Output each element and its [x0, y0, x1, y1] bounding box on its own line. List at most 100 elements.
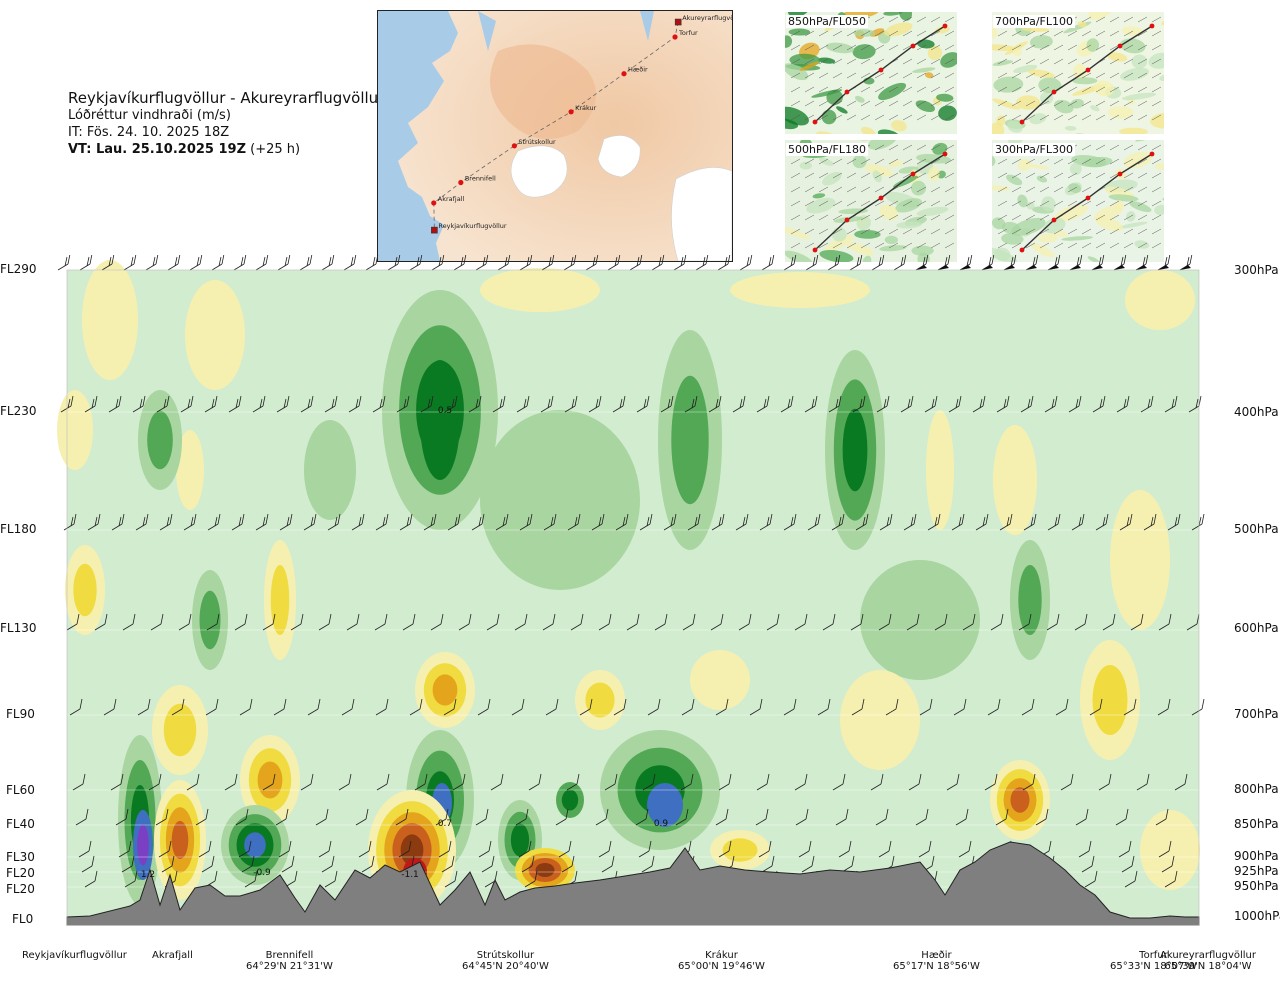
valid-time: VT: Lau. 25.10.2025 19Z (+25 h)	[68, 141, 384, 158]
inset-barb	[1011, 214, 1022, 221]
inset-barb	[1137, 200, 1148, 207]
inset-barb	[860, 228, 871, 235]
wind-barb	[69, 698, 83, 716]
inset-barb	[1039, 242, 1050, 249]
inset-waypoint	[1019, 119, 1025, 125]
inset-barb	[1081, 228, 1092, 235]
velocity-contour	[1110, 490, 1170, 630]
inset-barb	[902, 30, 913, 37]
inset-waypoint	[942, 23, 948, 29]
field-patch	[1053, 204, 1088, 223]
waypoint-label: Krákur	[575, 104, 597, 112]
value-annotation: 1.2	[141, 870, 155, 880]
wind-barb	[453, 255, 467, 271]
inset-barb	[902, 44, 913, 51]
velocity-contour	[722, 838, 758, 862]
inset-barb	[1067, 72, 1078, 79]
wind-barb	[870, 773, 884, 791]
wind-barbs	[57, 255, 1205, 888]
inset-barb	[874, 200, 885, 207]
wind-barb	[903, 513, 917, 531]
inset-barb	[1053, 200, 1064, 207]
inset-barb	[1151, 144, 1162, 151]
inset-700: 700hPa/FL100	[992, 12, 1164, 134]
wind-barb	[132, 395, 146, 413]
wind-barb	[395, 808, 409, 826]
inset-waypoint	[1085, 67, 1091, 73]
wind-barb	[255, 513, 269, 531]
route-path	[433, 21, 679, 231]
inset-barb	[1123, 58, 1134, 65]
inset-barb	[902, 186, 913, 193]
inset-barb	[997, 172, 1008, 179]
field-patch	[785, 63, 809, 81]
inset-barb	[1095, 30, 1106, 37]
inset-barb	[1081, 72, 1092, 79]
wind-barb	[1158, 613, 1172, 631]
field-patch	[1159, 74, 1164, 82]
field-patch	[1006, 174, 1023, 186]
inset-barb	[804, 114, 815, 121]
inset-barb	[916, 242, 927, 249]
wind-barb	[919, 698, 933, 716]
inset-barb	[846, 58, 857, 65]
inset-barb	[790, 158, 801, 165]
inset-barb	[997, 72, 1008, 79]
inset-barb	[790, 30, 801, 37]
wind-barb	[307, 698, 321, 716]
inset-barb	[1123, 242, 1134, 249]
wind-barb	[318, 613, 332, 631]
inset-barb	[790, 114, 801, 121]
wind-barb	[585, 255, 599, 271]
inset-barb	[790, 86, 801, 93]
velocity-contour	[400, 834, 424, 866]
wind-barb	[375, 698, 389, 716]
inset-barb	[1025, 228, 1036, 235]
waypoint-marker	[621, 71, 627, 77]
wind-barb	[675, 808, 689, 826]
inset-barb	[1137, 30, 1148, 37]
point-coord: 65°33'N 18°07'W	[1110, 961, 1197, 972]
wind-barb	[717, 255, 731, 271]
inset-barb	[1081, 58, 1092, 65]
fl-label: FL230	[0, 404, 37, 418]
wind-barb	[409, 255, 423, 271]
inset-barb	[1011, 72, 1022, 79]
valid-time-offset: (+25 h)	[246, 142, 301, 157]
field-patch	[1011, 217, 1046, 236]
inset-barb	[860, 200, 871, 207]
wind-barb	[471, 513, 485, 531]
wind-barb	[1047, 255, 1061, 271]
wind-barb	[111, 513, 125, 531]
wind-barb	[180, 395, 194, 413]
field-patch	[996, 115, 1006, 126]
inset-barb	[818, 158, 829, 165]
wind-barb	[682, 613, 696, 631]
inset-barb	[818, 200, 829, 207]
inset-barb	[832, 186, 843, 193]
wind-barb	[981, 255, 995, 271]
field-patch	[864, 164, 894, 177]
velocity-contour	[1140, 810, 1200, 890]
inset-barb	[1123, 214, 1134, 221]
wind-barb	[558, 840, 572, 858]
fl-label: FL290	[0, 262, 37, 276]
inset-label: 500hPa/FL180	[786, 143, 869, 156]
wind-barb	[953, 698, 967, 716]
wind-barb	[234, 613, 248, 631]
wind-barb	[324, 395, 338, 413]
wind-barb	[475, 255, 489, 271]
wind-barb	[708, 395, 722, 413]
wind-barb	[832, 773, 846, 791]
inset-waypoint	[1117, 43, 1123, 49]
inset-waypoint	[1051, 217, 1057, 223]
route-map-svg: Akureyrarflugvöllur Torfur Hæðir Krákur Strú…	[378, 11, 732, 261]
inset-barb	[1123, 72, 1134, 79]
field-patch	[1029, 35, 1053, 49]
wind-barb	[78, 840, 92, 858]
inset-barb	[1039, 100, 1050, 107]
velocity-contour	[176, 430, 204, 510]
field-patch	[1001, 232, 1024, 245]
wind-barb	[715, 698, 729, 716]
inset-barb	[1095, 214, 1106, 221]
